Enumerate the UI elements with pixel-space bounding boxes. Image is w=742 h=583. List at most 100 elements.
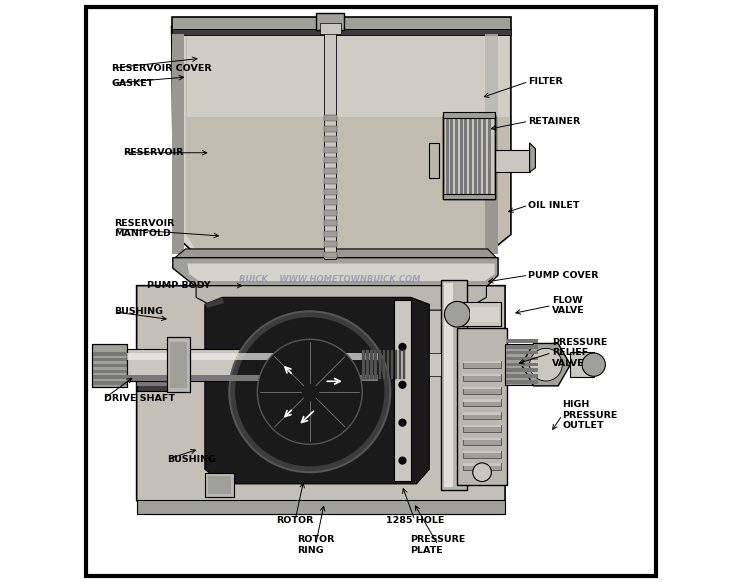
Bar <box>463 399 501 402</box>
Bar <box>171 34 185 254</box>
Polygon shape <box>205 297 224 308</box>
Bar <box>92 370 128 373</box>
Bar <box>463 425 501 432</box>
Polygon shape <box>530 143 536 172</box>
Circle shape <box>582 353 605 377</box>
Bar <box>506 351 539 354</box>
Bar <box>324 147 337 153</box>
Polygon shape <box>173 258 498 287</box>
Bar <box>506 380 539 384</box>
Polygon shape <box>429 143 439 178</box>
Bar <box>443 112 495 118</box>
Bar <box>370 350 372 379</box>
Bar <box>463 399 501 406</box>
Text: PUMP BODY: PUMP BODY <box>147 281 210 290</box>
Text: DRIVE SHAFT: DRIVE SHAFT <box>104 394 175 403</box>
Circle shape <box>398 381 407 389</box>
Bar <box>450 118 453 197</box>
Bar <box>444 283 453 487</box>
Bar <box>443 194 495 199</box>
Bar <box>463 438 501 445</box>
Bar <box>320 23 341 34</box>
Bar <box>92 344 128 387</box>
Bar <box>208 476 231 494</box>
Text: BUICK    WWW.HOMETOWNBUICK.COM: BUICK WWW.HOMETOWNBUICK.COM <box>240 275 421 285</box>
Text: RETAINER: RETAINER <box>528 117 581 126</box>
Bar <box>324 168 337 174</box>
Bar <box>375 350 377 379</box>
Bar <box>430 353 441 376</box>
Text: OIL INLET: OIL INLET <box>528 201 580 210</box>
Bar <box>506 339 539 343</box>
Bar <box>505 344 540 385</box>
Bar <box>469 118 472 197</box>
Bar <box>483 118 486 197</box>
Bar <box>495 150 530 172</box>
Bar <box>463 374 501 381</box>
Bar <box>92 352 128 356</box>
Text: 1285 HOLE: 1285 HOLE <box>386 515 444 525</box>
Bar <box>457 328 507 485</box>
Bar <box>324 30 336 259</box>
Circle shape <box>473 463 491 482</box>
Text: GASKET: GASKET <box>111 79 154 88</box>
Text: ROTOR
RING: ROTOR RING <box>297 535 335 555</box>
Text: RESERVOIR COVER: RESERVOIR COVER <box>111 64 211 73</box>
Circle shape <box>229 311 390 472</box>
Bar <box>324 126 337 132</box>
Bar <box>463 361 501 368</box>
Bar <box>506 345 539 349</box>
Bar <box>470 307 499 322</box>
Bar <box>487 118 490 197</box>
Bar <box>128 375 378 381</box>
Bar <box>316 13 344 30</box>
Bar <box>399 350 401 379</box>
Bar <box>506 374 539 378</box>
Bar <box>395 350 397 379</box>
Bar <box>463 412 501 415</box>
Bar <box>137 356 177 386</box>
Bar <box>324 157 337 163</box>
Polygon shape <box>196 286 487 310</box>
Bar <box>463 463 501 466</box>
Bar <box>128 353 378 360</box>
Bar <box>367 350 369 379</box>
Bar <box>324 115 337 121</box>
Bar <box>92 344 128 387</box>
Bar <box>324 252 337 258</box>
Bar <box>506 357 539 360</box>
Text: PRESSURE
PLATE: PRESSURE PLATE <box>410 535 466 555</box>
Bar <box>383 350 385 379</box>
Polygon shape <box>173 249 498 259</box>
Bar <box>205 473 234 497</box>
Bar <box>506 363 539 366</box>
Bar <box>324 178 337 184</box>
Circle shape <box>398 456 407 465</box>
Bar <box>463 451 501 458</box>
Text: RESERVOIR
MANIFOLD: RESERVOIR MANIFOLD <box>114 219 175 238</box>
Text: BUSHING: BUSHING <box>114 307 163 317</box>
Bar <box>171 17 511 30</box>
Text: PRESSURE
RELIEF
VALVE: PRESSURE RELIEF VALVE <box>552 338 607 368</box>
Bar <box>443 115 495 199</box>
Bar <box>473 118 476 197</box>
Bar <box>92 381 128 385</box>
Polygon shape <box>186 35 510 250</box>
Polygon shape <box>171 26 511 254</box>
Polygon shape <box>137 286 505 514</box>
Bar <box>324 199 337 205</box>
Bar <box>571 352 594 377</box>
Bar <box>324 210 337 216</box>
Polygon shape <box>187 36 508 117</box>
Bar <box>446 118 448 197</box>
Polygon shape <box>188 264 495 281</box>
Bar <box>441 280 467 490</box>
Bar <box>463 387 501 389</box>
Circle shape <box>398 419 407 427</box>
Bar <box>391 350 393 379</box>
Bar <box>92 364 128 367</box>
Polygon shape <box>205 297 430 484</box>
Bar <box>324 241 337 247</box>
Bar <box>464 118 467 197</box>
Text: HIGH
PRESSURE
OUTLET: HIGH PRESSURE OUTLET <box>562 400 617 430</box>
